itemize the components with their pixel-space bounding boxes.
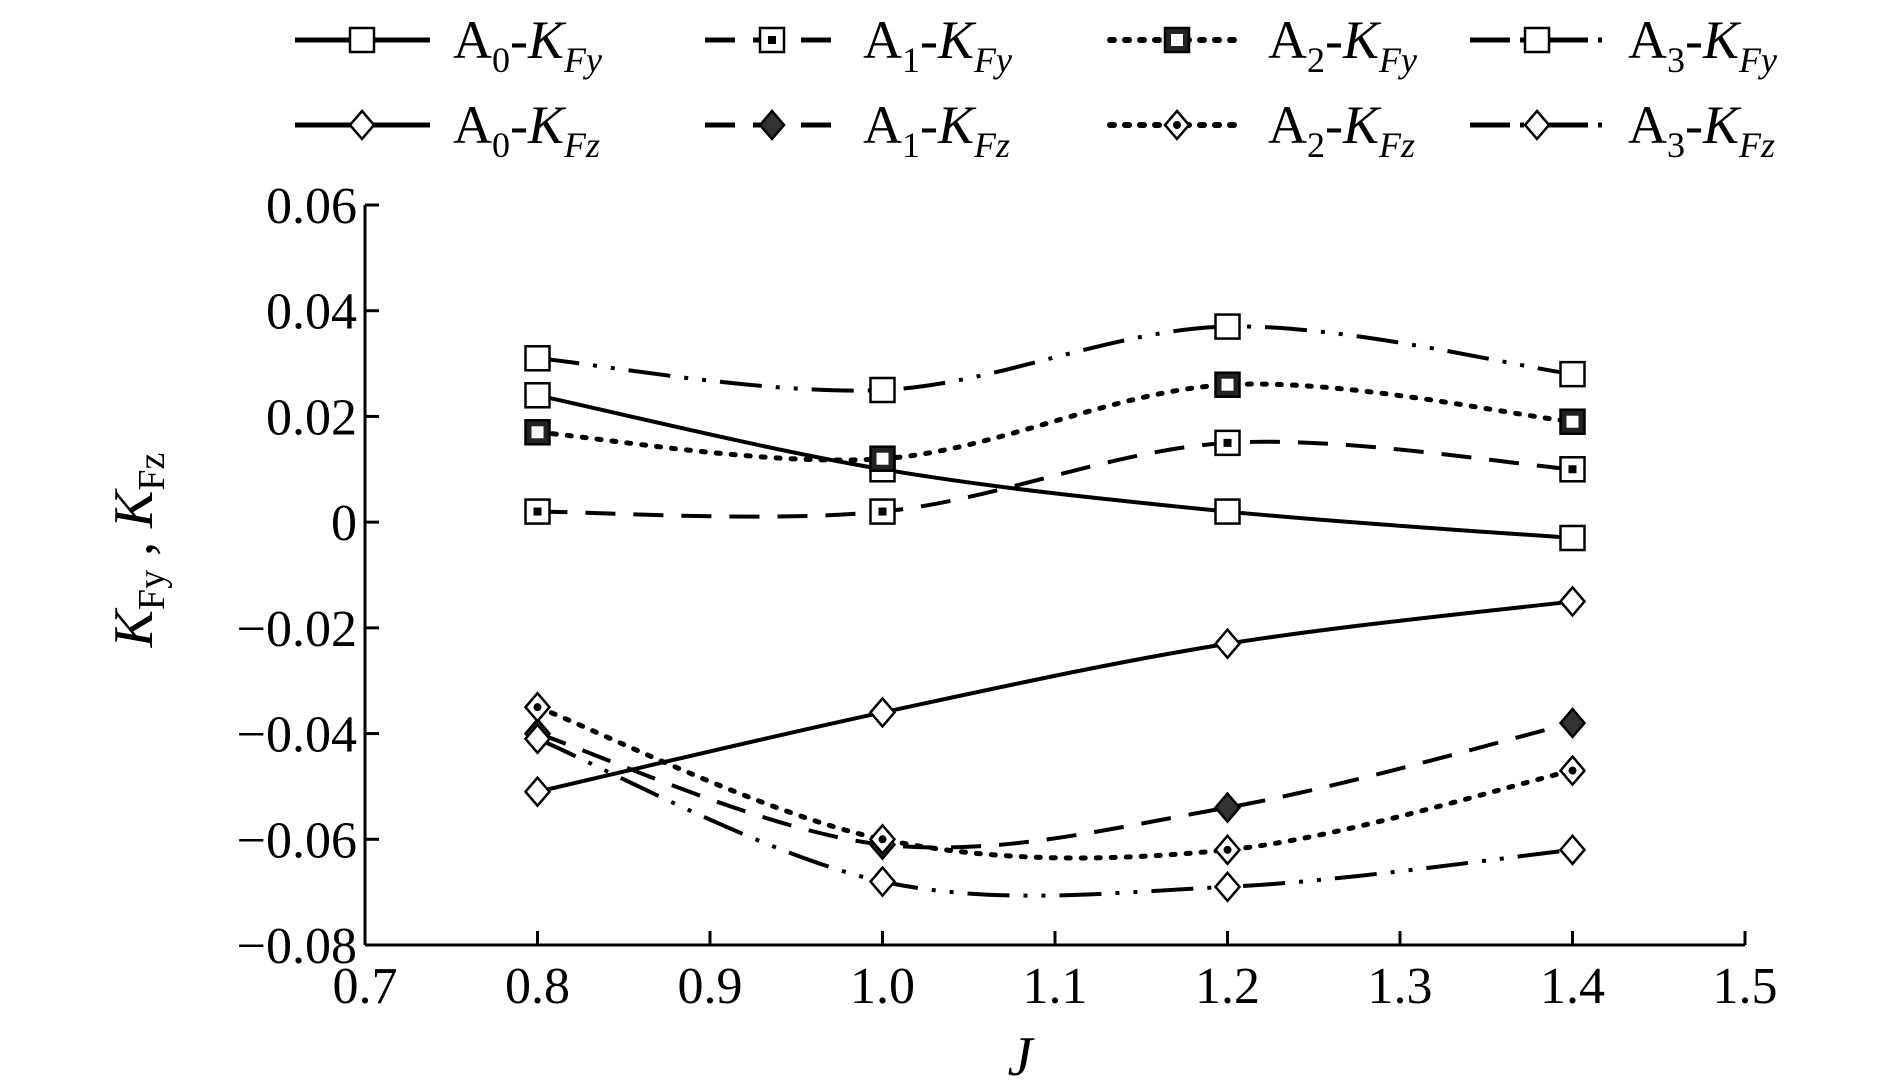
legend: A0-KFy A1-KFy A2-KFy A3-KFy A0-KFz A1-KFz A2-K… (295, 10, 1777, 165)
y-tick-label: 0.02 (266, 389, 357, 446)
data-point-A1-KFy (1559, 456, 1586, 483)
data-point-A3-KFy (1559, 360, 1586, 388)
legend-item-A3-KFz: A3-KFz (1470, 95, 1775, 165)
data-point-A0-KFz (523, 775, 552, 808)
data-point-A1-KFy (1214, 429, 1241, 457)
data-point-A1-KFz (1558, 707, 1587, 739)
data-point-A2-KFz (1558, 754, 1587, 787)
data-point-A3-KFz (868, 865, 897, 898)
y-tick-label: −0.08 (237, 918, 357, 975)
x-tick-label: 1.5 (1713, 958, 1778, 1015)
legend-swatch-marker (1163, 109, 1191, 141)
x-tick-label: 0.7 (333, 958, 398, 1015)
x-tick-label: 1.3 (1368, 958, 1433, 1015)
data-point-A0-KFz (868, 696, 897, 729)
y-axis-title: KFy , KFz (103, 453, 173, 649)
series-markers (523, 313, 1587, 903)
legend-label: A0-KFy (453, 10, 602, 80)
legend-label: A1-KFy (863, 10, 1012, 80)
legend-swatch-marker (348, 26, 376, 54)
legend-item-A0-KFy: A0-KFy (295, 10, 602, 80)
y-tick-label: −0.06 (237, 812, 357, 869)
data-point-A2-KFz (523, 691, 552, 724)
data-point-A2-KFz (1213, 833, 1242, 866)
legend-label: A3-KFz (1628, 95, 1775, 165)
data-point-A3-KFy (869, 376, 896, 404)
data-point-A0-KFz (1213, 627, 1242, 660)
y-title-sep: , (103, 528, 165, 570)
data-point-A1-KFy (869, 498, 896, 525)
data-point-A2-KFy (869, 445, 896, 472)
legend-item-A3-KFy: A3-KFy (1470, 10, 1777, 80)
legend-swatch-marker (1523, 109, 1551, 141)
data-point-A3-KFz (1213, 870, 1242, 903)
data-point-A0-KFy (1214, 498, 1241, 525)
data-point-A0-KFy (1559, 524, 1586, 552)
series-line-A0-KFz (537, 599, 1573, 794)
y-title-k2: K (103, 488, 165, 529)
legend-label: A3-KFy (1628, 10, 1777, 80)
y-tick-label: −0.04 (237, 707, 357, 764)
legend-swatch-marker (758, 109, 786, 141)
legend-label: A2-KFy (1268, 10, 1417, 80)
series-line-A2-KFz (535, 704, 1575, 861)
x-tick-label: 1.4 (1540, 958, 1605, 1015)
x-axis-title: J (1008, 1026, 1036, 1087)
x-tick-label: 0.8 (505, 958, 570, 1015)
legend-label: A2-KFz (1268, 95, 1415, 165)
data-point-A3-KFy (1214, 313, 1241, 340)
legend-label: A1-KFz (863, 95, 1010, 165)
x-tick-label: 0.9 (678, 958, 743, 1015)
axes: 0.06 0.04 0.02 0 −0.02 −0.04 −0.06 −0.08 0.7 0.8… (237, 178, 1778, 1015)
data-point-A3-KFz (1558, 833, 1587, 866)
x-ticks: 0.7 0.8 0.9 1.0 1.1 1.2 1.3 1.4 1.5 (333, 931, 1778, 1015)
y-title-k1: K (103, 607, 165, 648)
data-point-A1-KFy (524, 498, 551, 525)
series-line-A3-KFz (536, 737, 1573, 898)
data-point-A3-KFz (523, 722, 552, 755)
legend-item-A1-KFy: A1-KFy (705, 10, 1012, 80)
legend-item-A0-KFz: A0-KFz (295, 95, 600, 165)
legend-swatch-marker (348, 109, 376, 141)
data-point-A2-KFy (1214, 371, 1241, 398)
data-point-A2-KFy (524, 419, 551, 446)
y-tick-label: 0.04 (266, 284, 357, 341)
data-point-A0-KFy (524, 382, 551, 409)
data-point-A2-KFz (868, 823, 897, 856)
x-tick-label: 1.1 (1023, 958, 1088, 1015)
legend-item-A2-KFy: A2-KFy (1107, 10, 1417, 80)
series-line-A3-KFy (537, 324, 1573, 393)
legend-swatch-marker (1163, 26, 1191, 54)
y-tick-label: 0 (331, 495, 357, 552)
legend-item-A2-KFz: A2-KFz (1107, 95, 1415, 165)
series-lines (535, 324, 1575, 898)
legend-swatch-marker (1523, 26, 1551, 54)
y-tick-label: −0.02 (237, 601, 357, 658)
series-line-A0-KFy (537, 393, 1573, 540)
y-title-sub1: Fy (131, 570, 173, 610)
x-tick-label: 1.2 (1195, 958, 1260, 1015)
y-tick-label: 0.06 (266, 178, 357, 235)
legend-label: A0-KFz (453, 95, 600, 165)
legend-swatch-marker (758, 26, 786, 54)
series-line-A2-KFy (535, 381, 1575, 463)
data-point-A2-KFy (1559, 408, 1586, 435)
series-line-A1-KFy (537, 439, 1573, 519)
data-point-A1-KFz (1213, 791, 1242, 824)
legend-item-A1-KFz: A1-KFz (705, 95, 1010, 165)
y-title-sub2: Fz (131, 453, 173, 491)
series-line-A1-KFz (536, 721, 1573, 850)
x-tick-label: 1.0 (850, 958, 915, 1015)
y-ticks: 0.06 0.04 0.02 0 −0.02 −0.04 −0.06 −0.08 (237, 178, 379, 975)
data-point-A3-KFy (524, 345, 551, 372)
data-point-A0-KFz (1558, 585, 1587, 618)
